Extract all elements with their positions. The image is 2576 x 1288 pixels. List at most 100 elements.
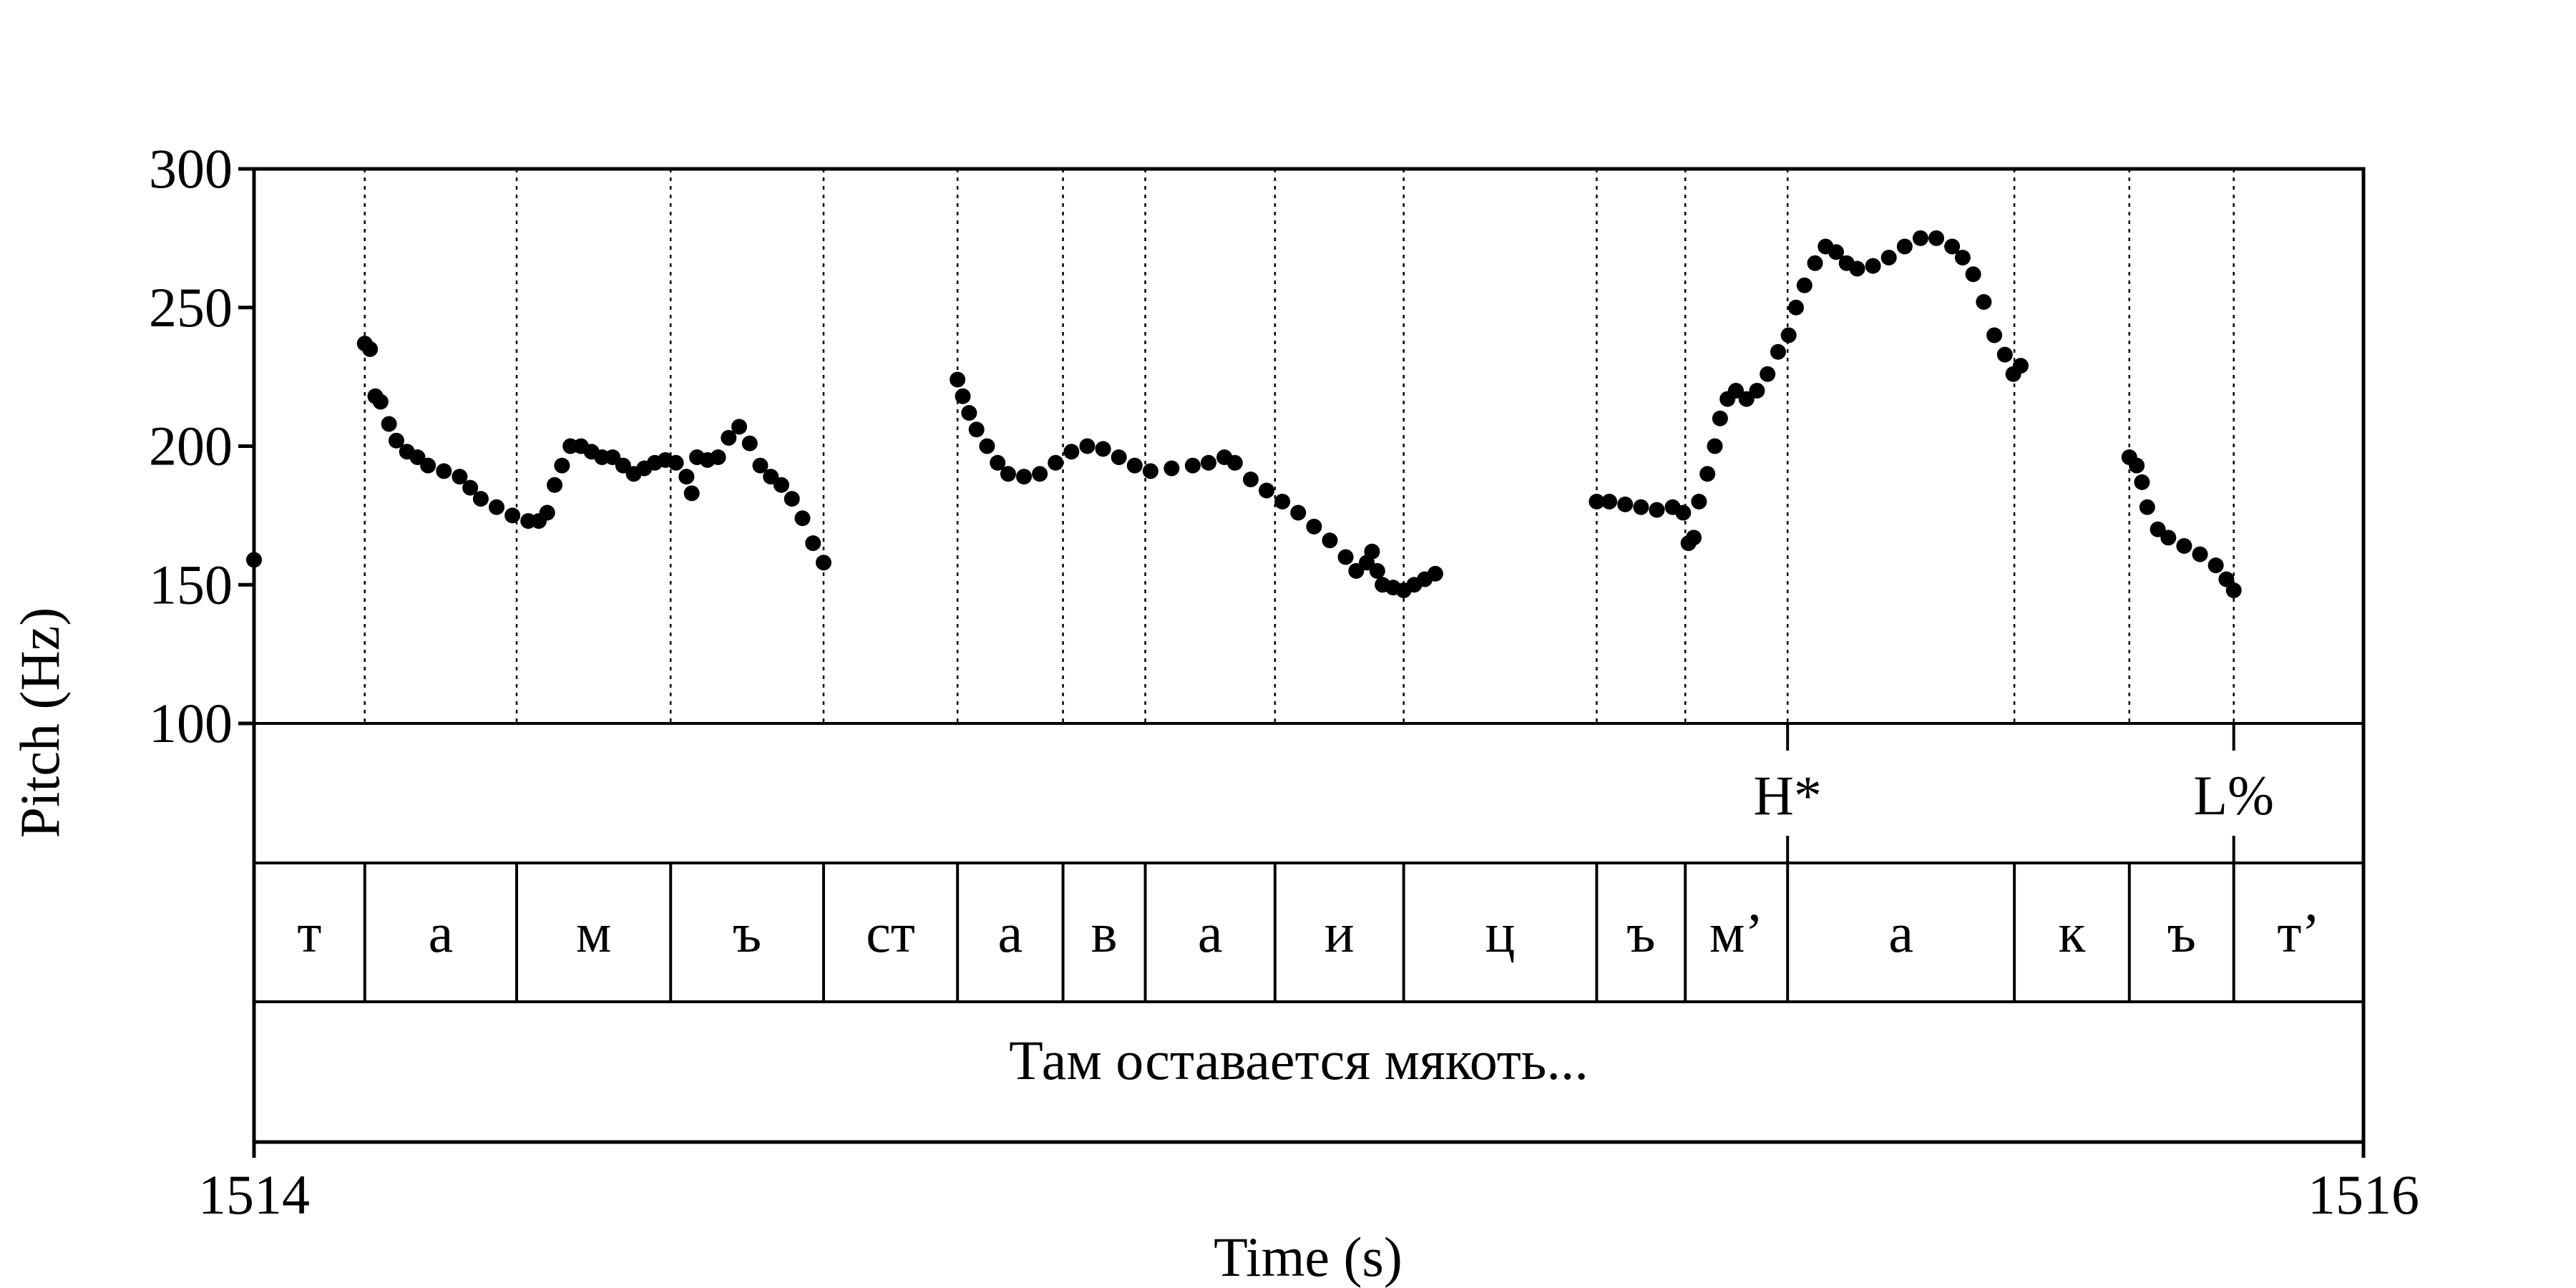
pitch-point-1-30 xyxy=(668,454,684,471)
pitch-point-2-4 xyxy=(979,438,995,454)
pitch-point-1-11 xyxy=(462,479,479,496)
phone-label-14: ъ xyxy=(2167,902,2196,964)
pitch-point-1-43 xyxy=(794,510,811,527)
pitch-point-3-19 xyxy=(1780,327,1797,343)
pitch-point-2-23 xyxy=(1274,494,1291,509)
pitch-point-2-11 xyxy=(1079,438,1096,454)
pitch-point-3-34 xyxy=(1965,266,1981,283)
pitch-point-4-1 xyxy=(2129,457,2145,474)
pitch-point-1-42 xyxy=(784,491,800,507)
pitch-point-3-4 xyxy=(1649,502,1665,518)
tone-label-0: H* xyxy=(1754,764,1822,826)
pitch-point-3-20 xyxy=(1787,299,1804,316)
pitch-point-3-22 xyxy=(1807,255,1823,271)
pitch-point-2-25 xyxy=(1306,518,1322,535)
pitch-point-3-15 xyxy=(1738,391,1755,407)
x-tick-label-1: 1516 xyxy=(2308,1163,2419,1226)
tone-label-1: L% xyxy=(2193,764,2274,826)
pitch-point-4-5 xyxy=(2160,530,2177,546)
pitch-point-1-9 xyxy=(436,463,452,479)
phone-label-5: а xyxy=(998,902,1023,964)
pitch-point-2-8 xyxy=(1032,466,1048,482)
pitch-point-1-10 xyxy=(452,469,468,485)
pitch-point-3-1 xyxy=(1601,494,1618,509)
pitch-point-1-1 xyxy=(362,341,379,357)
pitch-point-2-16 xyxy=(1163,460,1180,477)
pitch-point-1-24 xyxy=(605,449,621,465)
y-tick-label-2: 200 xyxy=(149,415,233,477)
pitch-point-2-15 xyxy=(1142,463,1158,479)
pitch-point-1-32 xyxy=(683,485,700,502)
pitch-point-3-32 xyxy=(1944,238,1961,255)
phone-label-0: т xyxy=(297,902,321,964)
frame-border xyxy=(252,167,2366,1144)
phone-label-3: ъ xyxy=(733,902,761,964)
boundary-lines xyxy=(364,169,2235,723)
pitch-point-4-10 xyxy=(2225,582,2242,598)
pitch-point-3-16 xyxy=(1749,383,1765,399)
phone-label-15: т’ xyxy=(2277,902,2320,964)
pitch-point-1-3 xyxy=(372,394,389,410)
pitch-point-1-5 xyxy=(388,432,404,449)
pitch-point-1-17 xyxy=(539,504,555,521)
phone-label-7: а xyxy=(1198,902,1223,964)
pitch-point-2-3 xyxy=(968,421,985,438)
pitch-point-1-31 xyxy=(678,469,695,485)
phone-label-6: в xyxy=(1091,902,1118,964)
pitch-point-1-7 xyxy=(409,449,426,465)
y-tick-label-0: 100 xyxy=(149,692,233,754)
pitch-point-1-38 xyxy=(741,435,758,452)
sentence-transcription: Там оставается мякоть... xyxy=(1009,1029,1589,1091)
pitch-point-3-14 xyxy=(1727,383,1744,399)
pitch-point-1-37 xyxy=(731,419,748,435)
pitch-point-3-26 xyxy=(1849,260,1865,277)
pitch-point-1-41 xyxy=(774,477,789,493)
pitch-point-2-6 xyxy=(1000,466,1016,482)
pitch-point-2-30 xyxy=(1364,543,1380,560)
pitch-point-3-17 xyxy=(1760,366,1776,382)
pitch-point-3-0 xyxy=(1589,494,1605,509)
pitch-point-2-9 xyxy=(1048,454,1064,471)
pitch-point-1-45 xyxy=(815,555,831,571)
pitch-point-3-2 xyxy=(1617,496,1634,512)
chart-frame xyxy=(252,167,2366,1144)
pitch-point-2-37 xyxy=(1427,565,1443,582)
pitch-point-1-39 xyxy=(752,457,769,474)
phone-label-13: к xyxy=(2058,902,2085,964)
axis-ticks: 100 150 200 250 300 1514 1516 xyxy=(149,137,2419,1226)
annotation-tiers: H* L% т а м ъ ст а в а и ц ъ м’ а к ъ т’ xyxy=(297,723,2320,1002)
pitch-point-1-25 xyxy=(615,457,631,474)
pitch-point-2-12 xyxy=(1095,441,1111,457)
pitch-point-2-0 xyxy=(950,371,966,388)
pitch-point-3-33 xyxy=(1954,250,1971,265)
pitch-point-2-18 xyxy=(1200,454,1216,471)
pitch-point-3-11 xyxy=(1707,438,1723,454)
pitch-point-1-12 xyxy=(472,491,489,507)
phone-label-8: и xyxy=(1324,902,1355,964)
pitch-point-1-8 xyxy=(420,457,436,474)
pitch-point-2-28 xyxy=(1348,562,1365,579)
y-tick-label-1: 150 xyxy=(149,553,233,615)
pitch-point-1-19 xyxy=(554,457,570,474)
pitch-point-3-37 xyxy=(1996,346,2013,363)
phone-label-4: ст xyxy=(866,902,915,964)
phone-label-9: ц xyxy=(1485,902,1516,964)
y-tick-label-4: 300 xyxy=(149,137,233,200)
pitch-point-4-6 xyxy=(2176,538,2192,554)
pitch-point-1-40 xyxy=(763,469,779,485)
pitch-point-3-27 xyxy=(1865,258,1881,274)
pitch-point-1-36 xyxy=(721,429,737,446)
x-tick-label-0: 1514 xyxy=(198,1163,310,1226)
pitch-point-4-8 xyxy=(2207,557,2224,574)
phone-label-11: м’ xyxy=(1709,902,1763,964)
pitch-point-1-14 xyxy=(504,507,521,524)
pitch-point-2-24 xyxy=(1290,504,1307,521)
pitch-point-1-44 xyxy=(805,535,821,552)
pitch-point-2-2 xyxy=(961,405,977,421)
phone-label-12: а xyxy=(1888,902,1913,964)
pitch-point-3-39 xyxy=(2012,358,2029,374)
pitch-point-2-21 xyxy=(1242,472,1259,487)
pitch-point-2-20 xyxy=(1226,454,1243,471)
pitch-point-3-35 xyxy=(1976,294,1992,310)
